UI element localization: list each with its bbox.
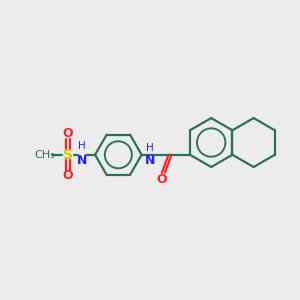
Text: O: O [63, 169, 74, 182]
Text: H: H [146, 143, 154, 153]
Text: O: O [156, 173, 167, 186]
Text: N: N [77, 154, 87, 167]
Text: CH₃: CH₃ [34, 150, 55, 160]
Text: N: N [145, 154, 155, 167]
Text: H: H [78, 141, 86, 151]
Text: O: O [63, 128, 74, 140]
Text: S: S [63, 148, 73, 162]
